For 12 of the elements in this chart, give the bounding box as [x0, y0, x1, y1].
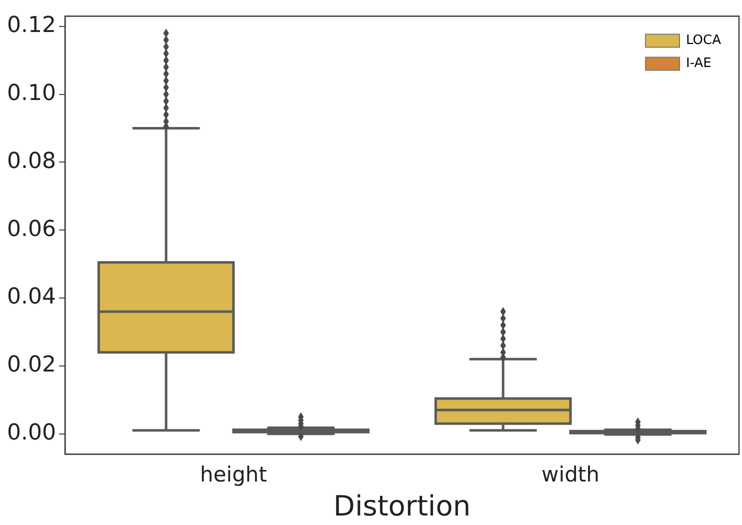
y-tick-label: 0.08 — [7, 148, 56, 174]
y-tick-label: 0.00 — [7, 420, 56, 446]
x-tick-label: width — [542, 462, 600, 486]
y-tick-label: 0.06 — [7, 216, 56, 242]
x-axis-title: Distortion — [333, 489, 471, 522]
y-tick-label: 0.02 — [7, 352, 56, 378]
y-tick-label: 0.10 — [7, 81, 56, 106]
y-tick-label: 0.12 — [7, 13, 56, 38]
legend-label: I-AE — [686, 56, 712, 72]
y-tick-label: 0.04 — [7, 284, 56, 310]
x-tick-label: height — [200, 462, 267, 486]
legend-label: LOCA — [686, 33, 722, 48]
